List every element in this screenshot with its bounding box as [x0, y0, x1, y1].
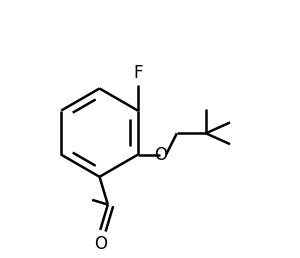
Text: O: O	[94, 235, 107, 253]
Text: O: O	[154, 146, 167, 164]
Text: F: F	[133, 64, 142, 82]
